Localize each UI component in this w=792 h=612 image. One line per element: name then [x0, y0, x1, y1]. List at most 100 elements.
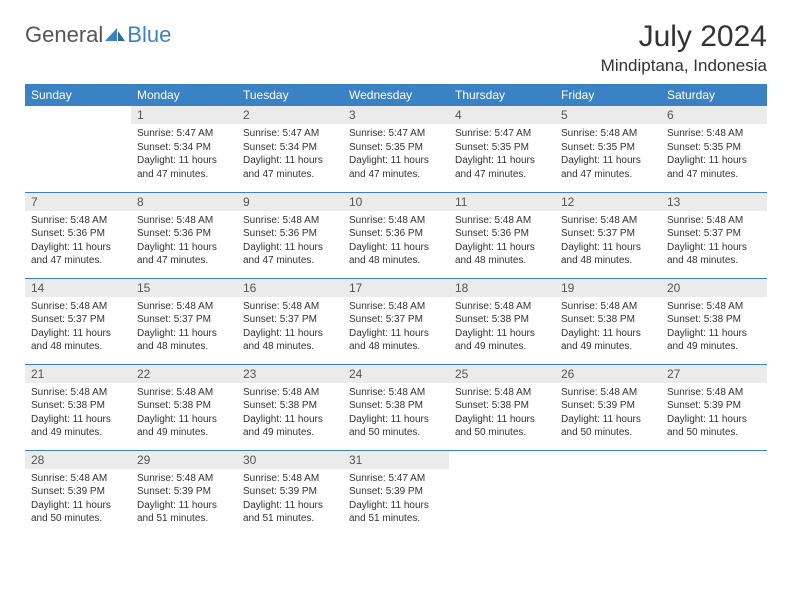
day-details: Sunrise: 5:48 AMSunset: 5:37 PMDaylight:… — [661, 211, 767, 272]
weekday-header: Tuesday — [237, 84, 343, 106]
calendar-table: Sunday Monday Tuesday Wednesday Thursday… — [25, 84, 767, 536]
calendar-day-cell: 3Sunrise: 5:47 AMSunset: 5:35 PMDaylight… — [343, 106, 449, 192]
brand-blue: Blue — [127, 22, 171, 47]
day-number: 29 — [131, 451, 237, 469]
day-details: Sunrise: 5:48 AMSunset: 5:38 PMDaylight:… — [555, 297, 661, 358]
day-details: Sunrise: 5:47 AMSunset: 5:34 PMDaylight:… — [131, 124, 237, 185]
day-number: 13 — [661, 193, 767, 211]
calendar-day-cell: . — [449, 450, 555, 536]
day-number: 16 — [237, 279, 343, 297]
day-number: 12 — [555, 193, 661, 211]
page-header: General Blue July 2024 Mindiptana, Indon… — [25, 20, 767, 76]
calendar-day-cell: 11Sunrise: 5:48 AMSunset: 5:36 PMDayligh… — [449, 192, 555, 278]
calendar-day-cell: 20Sunrise: 5:48 AMSunset: 5:38 PMDayligh… — [661, 278, 767, 364]
calendar-day-cell: 28Sunrise: 5:48 AMSunset: 5:39 PMDayligh… — [25, 450, 131, 536]
calendar-week-row: 28Sunrise: 5:48 AMSunset: 5:39 PMDayligh… — [25, 450, 767, 536]
calendar-day-cell: 10Sunrise: 5:48 AMSunset: 5:36 PMDayligh… — [343, 192, 449, 278]
calendar-day-cell: 17Sunrise: 5:48 AMSunset: 5:37 PMDayligh… — [343, 278, 449, 364]
day-details: Sunrise: 5:48 AMSunset: 5:36 PMDaylight:… — [449, 211, 555, 272]
day-number: 24 — [343, 365, 449, 383]
weekday-header: Thursday — [449, 84, 555, 106]
month-year: July 2024 — [601, 20, 767, 54]
calendar-day-cell: . — [555, 450, 661, 536]
calendar-day-cell: 9Sunrise: 5:48 AMSunset: 5:36 PMDaylight… — [237, 192, 343, 278]
day-details: Sunrise: 5:48 AMSunset: 5:38 PMDaylight:… — [449, 297, 555, 358]
calendar-day-cell: . — [25, 106, 131, 192]
day-details: Sunrise: 5:48 AMSunset: 5:37 PMDaylight:… — [131, 297, 237, 358]
location: Mindiptana, Indonesia — [601, 56, 767, 76]
calendar-day-cell: 4Sunrise: 5:47 AMSunset: 5:35 PMDaylight… — [449, 106, 555, 192]
weekday-header: Saturday — [661, 84, 767, 106]
calendar-week-row: 14Sunrise: 5:48 AMSunset: 5:37 PMDayligh… — [25, 278, 767, 364]
calendar-day-cell: 2Sunrise: 5:47 AMSunset: 5:34 PMDaylight… — [237, 106, 343, 192]
day-number: 3 — [343, 106, 449, 124]
calendar-day-cell: 13Sunrise: 5:48 AMSunset: 5:37 PMDayligh… — [661, 192, 767, 278]
calendar-day-cell: 18Sunrise: 5:48 AMSunset: 5:38 PMDayligh… — [449, 278, 555, 364]
day-number: 25 — [449, 365, 555, 383]
calendar-day-cell: 26Sunrise: 5:48 AMSunset: 5:39 PMDayligh… — [555, 364, 661, 450]
day-details: Sunrise: 5:48 AMSunset: 5:35 PMDaylight:… — [661, 124, 767, 185]
day-details: Sunrise: 5:48 AMSunset: 5:36 PMDaylight:… — [131, 211, 237, 272]
weekday-header-row: Sunday Monday Tuesday Wednesday Thursday… — [25, 84, 767, 106]
day-number: 6 — [661, 106, 767, 124]
day-number: 17 — [343, 279, 449, 297]
day-details: Sunrise: 5:47 AMSunset: 5:35 PMDaylight:… — [449, 124, 555, 185]
day-number: 21 — [25, 365, 131, 383]
day-details: Sunrise: 5:48 AMSunset: 5:37 PMDaylight:… — [343, 297, 449, 358]
day-number: 26 — [555, 365, 661, 383]
day-details: Sunrise: 5:48 AMSunset: 5:36 PMDaylight:… — [237, 211, 343, 272]
day-details: Sunrise: 5:48 AMSunset: 5:37 PMDaylight:… — [237, 297, 343, 358]
day-details: Sunrise: 5:48 AMSunset: 5:38 PMDaylight:… — [343, 383, 449, 444]
day-details: Sunrise: 5:48 AMSunset: 5:38 PMDaylight:… — [131, 383, 237, 444]
day-number: 9 — [237, 193, 343, 211]
calendar-day-cell: 24Sunrise: 5:48 AMSunset: 5:38 PMDayligh… — [343, 364, 449, 450]
calendar-week-row: 7Sunrise: 5:48 AMSunset: 5:36 PMDaylight… — [25, 192, 767, 278]
calendar-day-cell: 22Sunrise: 5:48 AMSunset: 5:38 PMDayligh… — [131, 364, 237, 450]
calendar-day-cell: 25Sunrise: 5:48 AMSunset: 5:38 PMDayligh… — [449, 364, 555, 450]
day-number: 5 — [555, 106, 661, 124]
day-number: 4 — [449, 106, 555, 124]
day-number: 27 — [661, 365, 767, 383]
weekday-header: Sunday — [25, 84, 131, 106]
day-number: 31 — [343, 451, 449, 469]
calendar-day-cell: . — [661, 450, 767, 536]
day-number: 7 — [25, 193, 131, 211]
calendar-day-cell: 14Sunrise: 5:48 AMSunset: 5:37 PMDayligh… — [25, 278, 131, 364]
day-number: 18 — [449, 279, 555, 297]
day-details: Sunrise: 5:48 AMSunset: 5:37 PMDaylight:… — [555, 211, 661, 272]
day-details: Sunrise: 5:48 AMSunset: 5:38 PMDaylight:… — [25, 383, 131, 444]
calendar-day-cell: 23Sunrise: 5:48 AMSunset: 5:38 PMDayligh… — [237, 364, 343, 450]
day-details: Sunrise: 5:48 AMSunset: 5:36 PMDaylight:… — [343, 211, 449, 272]
brand-sail-icon — [105, 28, 125, 42]
day-number: 23 — [237, 365, 343, 383]
calendar-day-cell: 30Sunrise: 5:48 AMSunset: 5:39 PMDayligh… — [237, 450, 343, 536]
weekday-header: Wednesday — [343, 84, 449, 106]
day-number: 20 — [661, 279, 767, 297]
calendar-day-cell: 5Sunrise: 5:48 AMSunset: 5:35 PMDaylight… — [555, 106, 661, 192]
day-details: Sunrise: 5:47 AMSunset: 5:39 PMDaylight:… — [343, 469, 449, 530]
calendar-day-cell: 31Sunrise: 5:47 AMSunset: 5:39 PMDayligh… — [343, 450, 449, 536]
day-details: Sunrise: 5:48 AMSunset: 5:38 PMDaylight:… — [449, 383, 555, 444]
calendar-day-cell: 16Sunrise: 5:48 AMSunset: 5:37 PMDayligh… — [237, 278, 343, 364]
day-details: Sunrise: 5:48 AMSunset: 5:35 PMDaylight:… — [555, 124, 661, 185]
day-number: 19 — [555, 279, 661, 297]
day-details: Sunrise: 5:48 AMSunset: 5:39 PMDaylight:… — [555, 383, 661, 444]
day-details: Sunrise: 5:47 AMSunset: 5:35 PMDaylight:… — [343, 124, 449, 185]
day-number: 14 — [25, 279, 131, 297]
day-number: 11 — [449, 193, 555, 211]
day-details: Sunrise: 5:48 AMSunset: 5:38 PMDaylight:… — [661, 297, 767, 358]
day-details: Sunrise: 5:48 AMSunset: 5:37 PMDaylight:… — [25, 297, 131, 358]
calendar-day-cell: 19Sunrise: 5:48 AMSunset: 5:38 PMDayligh… — [555, 278, 661, 364]
calendar-week-row: .1Sunrise: 5:47 AMSunset: 5:34 PMDayligh… — [25, 106, 767, 192]
day-number: 15 — [131, 279, 237, 297]
weekday-header: Friday — [555, 84, 661, 106]
day-number: 2 — [237, 106, 343, 124]
weekday-header: Monday — [131, 84, 237, 106]
calendar-day-cell: 1Sunrise: 5:47 AMSunset: 5:34 PMDaylight… — [131, 106, 237, 192]
calendar-week-row: 21Sunrise: 5:48 AMSunset: 5:38 PMDayligh… — [25, 364, 767, 450]
day-number: 10 — [343, 193, 449, 211]
calendar-day-cell: 7Sunrise: 5:48 AMSunset: 5:36 PMDaylight… — [25, 192, 131, 278]
day-details: Sunrise: 5:47 AMSunset: 5:34 PMDaylight:… — [237, 124, 343, 185]
brand-logo: General Blue — [25, 22, 171, 48]
calendar-day-cell: 12Sunrise: 5:48 AMSunset: 5:37 PMDayligh… — [555, 192, 661, 278]
